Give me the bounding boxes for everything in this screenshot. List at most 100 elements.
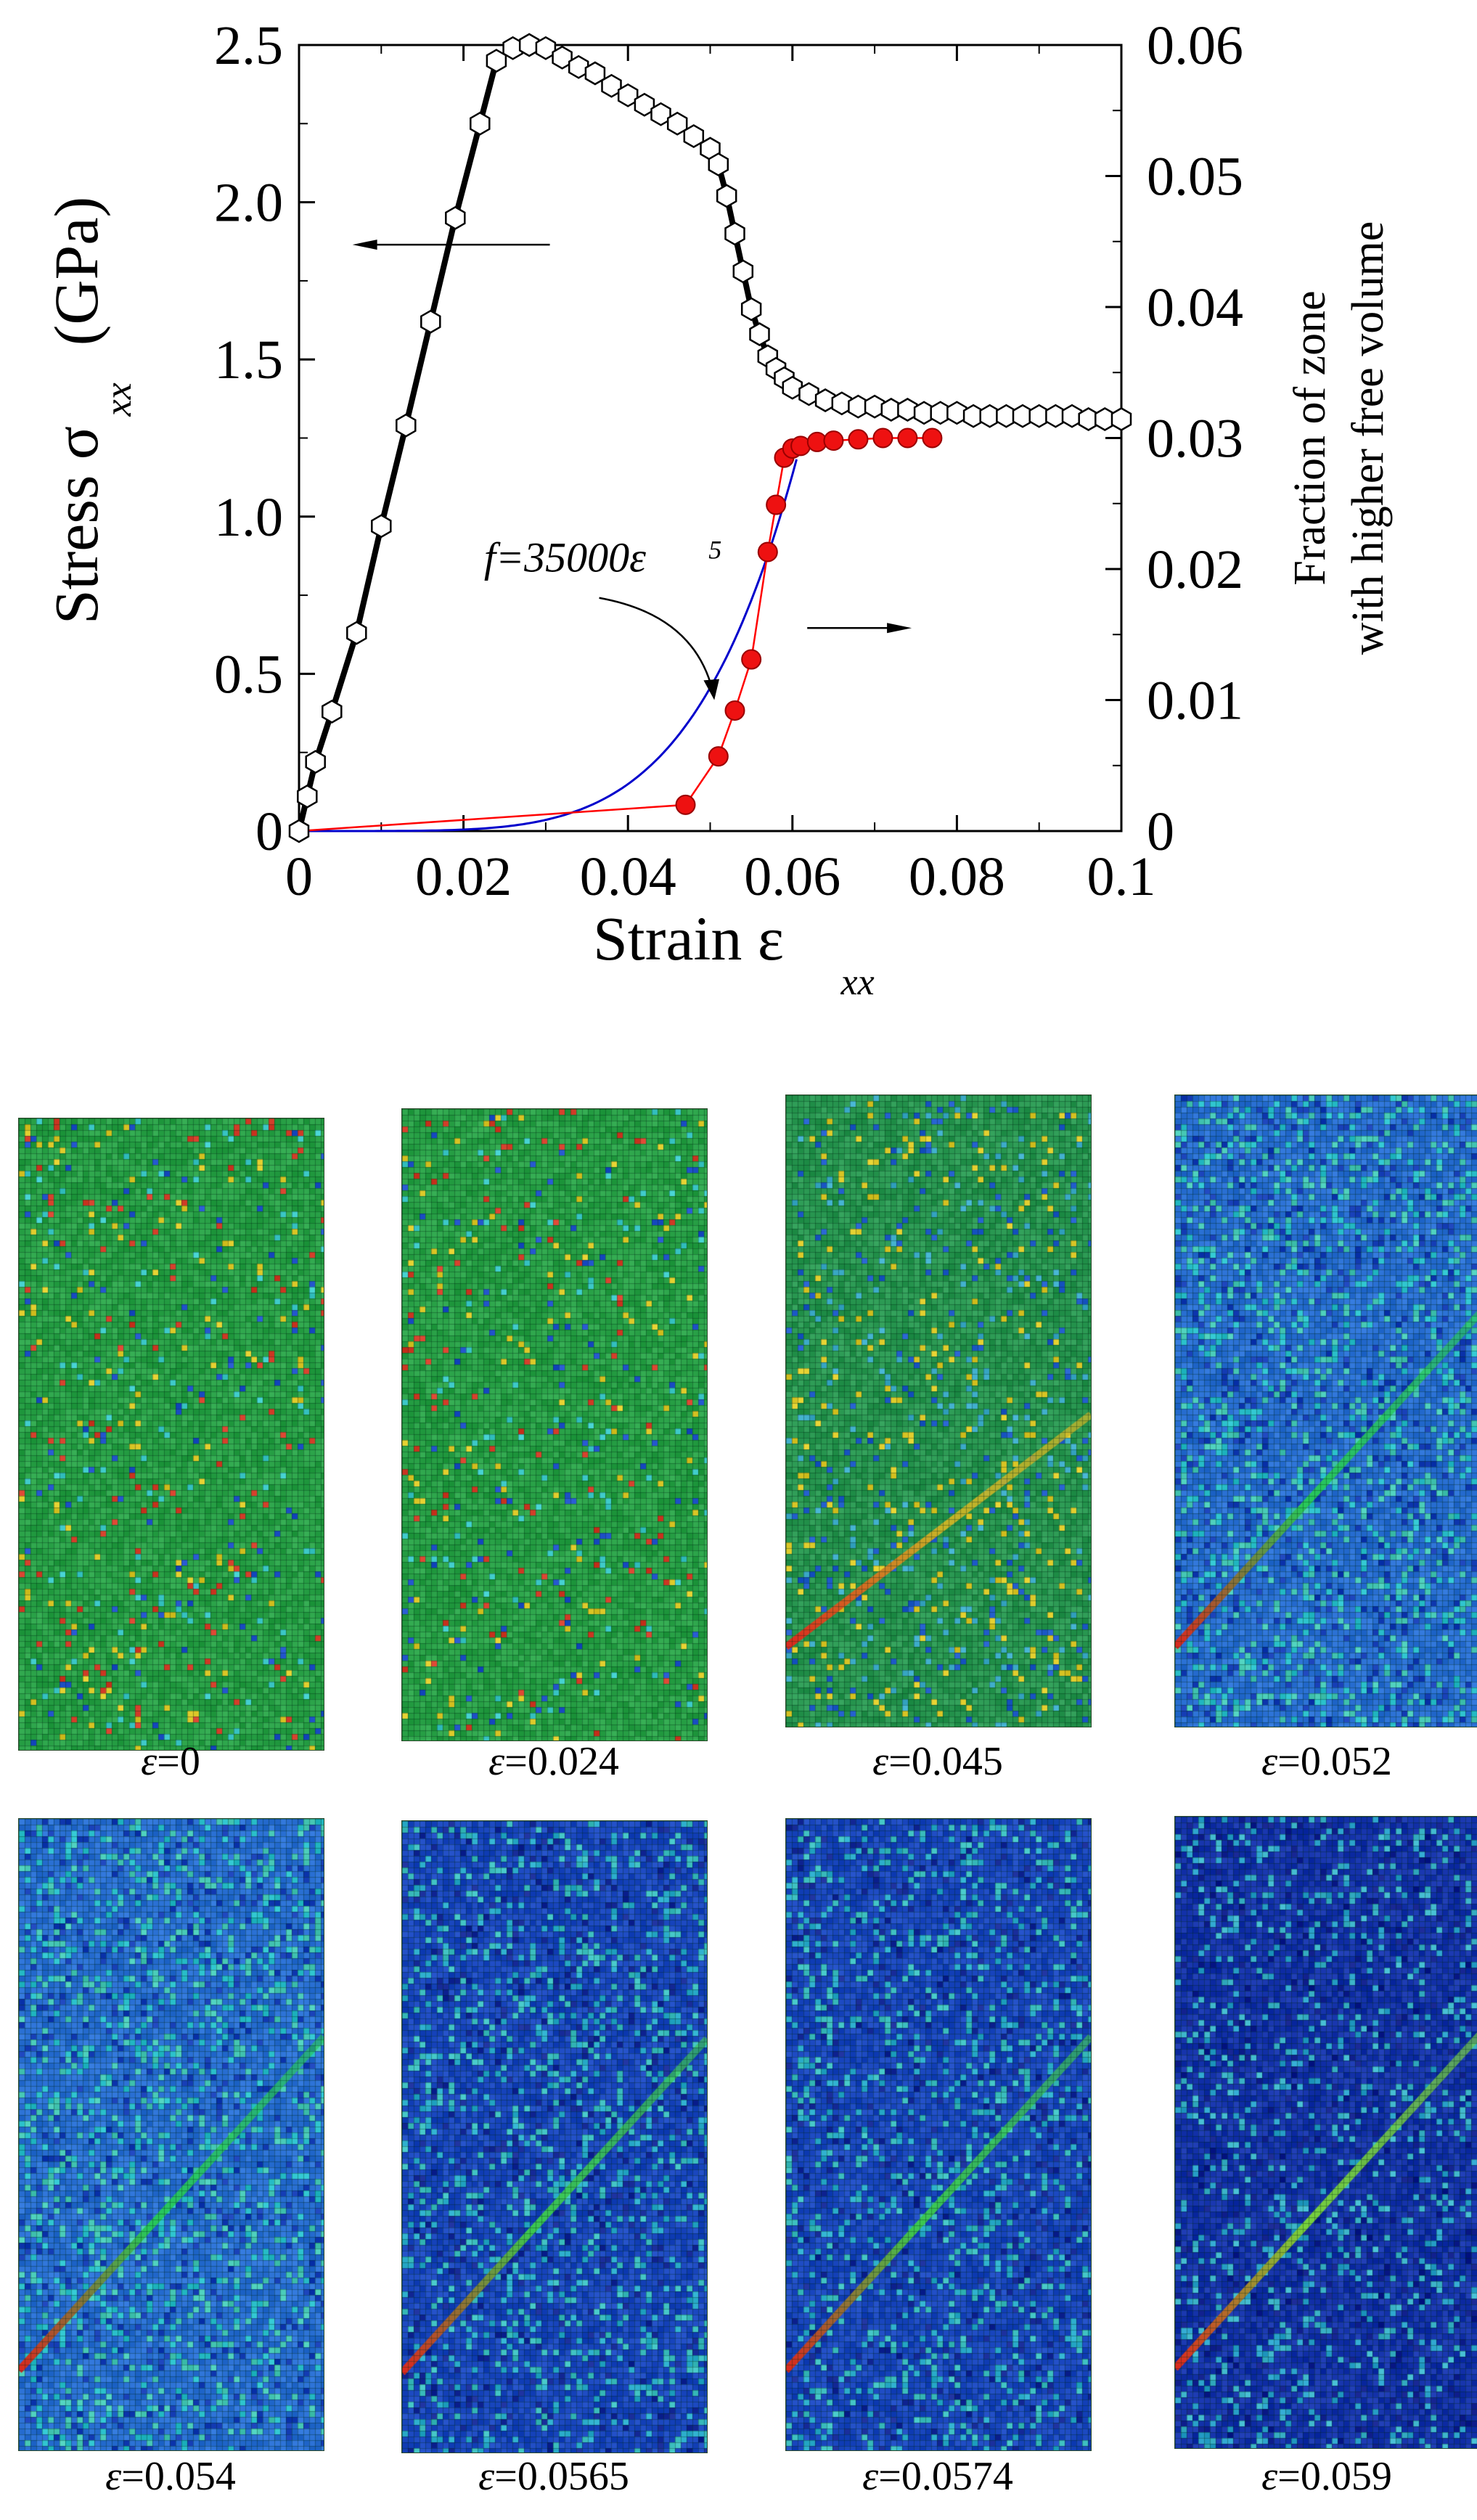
- y2-axis-label-1: Fraction of zone: [1285, 290, 1335, 585]
- x-tick-label: 0.1: [1087, 846, 1156, 907]
- stress-point: [740, 297, 762, 322]
- fraction-point: [741, 649, 762, 670]
- fraction-point: [897, 428, 918, 449]
- strain-value: =0.0574: [878, 2454, 1013, 2499]
- stress-point: [897, 398, 918, 422]
- panel-strain-label: ε=0.0565: [401, 2453, 706, 2500]
- left-axis-arrow-head: [352, 240, 377, 250]
- strain-map-image: [402, 1821, 707, 2452]
- fraction-point: [766, 494, 787, 515]
- y-axis-label-unit: (GPa): [41, 197, 111, 345]
- y-tick-label: 2.5: [214, 15, 283, 76]
- stress-point: [650, 102, 671, 126]
- fit-annotation-exp: 5: [708, 536, 721, 565]
- y2-tick-label: 0.02: [1147, 539, 1243, 600]
- strain-value: =0.054: [121, 2454, 236, 2499]
- x-tick-label: 0.04: [580, 846, 676, 907]
- stress-point: [584, 61, 606, 86]
- epsilon-symbol: ε: [872, 1739, 889, 1784]
- strain-panel: [785, 1095, 1092, 1727]
- stress-point: [371, 514, 392, 539]
- stress-point: [724, 221, 745, 246]
- stress-point: [732, 259, 754, 284]
- strain-panel: [1174, 1095, 1477, 1727]
- stress-point: [288, 819, 310, 843]
- y2-tick-label: 0: [1147, 801, 1174, 862]
- fraction-point: [922, 428, 943, 449]
- y-tick-label: 2.0: [214, 173, 283, 234]
- strain-value: =0.052: [1277, 1739, 1392, 1784]
- y2-tick-label: 0.06: [1147, 15, 1243, 76]
- stress-point: [831, 391, 853, 416]
- stress-point: [708, 152, 729, 177]
- right-axis-arrow-head: [887, 623, 912, 634]
- epsilon-symbol: ε: [1261, 1739, 1278, 1784]
- fraction-point: [823, 430, 844, 451]
- stress-point: [518, 33, 540, 57]
- panel-strain-label: ε=0.059: [1174, 2453, 1477, 2500]
- stress-point: [782, 375, 803, 400]
- x-axis-label-sub: xx: [840, 962, 875, 1003]
- fraction-point: [708, 746, 729, 767]
- fraction-point: [790, 435, 811, 457]
- annotation-pointer: [599, 597, 714, 692]
- stress-point: [322, 699, 343, 724]
- y-tick-label: 1.0: [214, 487, 283, 548]
- y-tick-label: 0.5: [214, 644, 283, 705]
- stress-point: [568, 54, 589, 79]
- fit-annotation: f=35000ε: [484, 534, 646, 581]
- stress-point: [297, 784, 318, 809]
- fraction-point: [872, 428, 893, 449]
- strain-map-image: [19, 1118, 324, 1750]
- strain-panel: [401, 1108, 708, 1741]
- fraction-line: [298, 437, 933, 832]
- strain-value: =0.0565: [494, 2454, 629, 2499]
- strain-value: =0.024: [504, 1739, 619, 1784]
- stress-point: [716, 184, 737, 208]
- stress-point: [814, 388, 836, 412]
- x-tick-label: 0: [285, 846, 313, 907]
- panel-strain-label: ε=0: [18, 1738, 323, 1785]
- panel-strain-label: ε=0.045: [785, 1738, 1090, 1785]
- strain-panel: [1174, 1816, 1477, 2449]
- y2-tick-label: 0.04: [1147, 277, 1243, 338]
- strain-map-image: [1175, 1817, 1477, 2448]
- stress-point: [552, 45, 573, 70]
- epsilon-symbol: ε: [141, 1739, 157, 1784]
- panel-strain-label: ε=0.052: [1174, 1738, 1477, 1785]
- x-tick-label: 0.08: [909, 846, 1005, 907]
- epsilon-symbol: ε: [488, 1739, 505, 1784]
- stress-point: [864, 394, 885, 419]
- fraction-point: [724, 700, 745, 721]
- strain-panel: [18, 1818, 324, 2451]
- y-axis-label-sub: xx: [98, 382, 139, 417]
- y-tick-label: 0: [255, 801, 283, 862]
- x-tick-label: 0.02: [415, 846, 512, 907]
- epsilon-symbol: ε: [105, 2454, 122, 2499]
- stress-strain-chart: 0 0.02 0.04 0.06 0.08 0.100.51.01.52.02.500.0…: [41, 15, 1393, 1003]
- stress-point: [946, 401, 967, 425]
- fit-curve: [299, 459, 798, 832]
- stress-point: [535, 36, 557, 60]
- panel-strain-label: ε=0.0574: [785, 2453, 1090, 2500]
- strain-panel: [785, 1818, 1092, 2451]
- stress-point: [420, 309, 441, 334]
- y2-tick-label: 0.01: [1147, 671, 1243, 732]
- stress-point: [666, 111, 688, 136]
- strain-map-image: [1175, 1095, 1477, 1727]
- fraction-point: [675, 794, 696, 815]
- strain-panel: [401, 1820, 708, 2453]
- epsilon-symbol: ε: [1261, 2454, 1278, 2499]
- strain-map-image: [19, 1819, 324, 2450]
- stress-point: [445, 205, 466, 230]
- stress-point: [683, 124, 705, 149]
- panel-strain-label: ε=0.024: [401, 1738, 706, 1785]
- stress-point: [346, 621, 367, 645]
- stress-point: [1110, 407, 1132, 431]
- fraction-point: [757, 541, 778, 562]
- stress-point: [396, 413, 417, 438]
- strain-value: =0.059: [1277, 2454, 1392, 2499]
- stress-point: [798, 382, 819, 406]
- strain-value: =0: [157, 1739, 200, 1784]
- panel-strain-label: ε=0.054: [18, 2453, 323, 2500]
